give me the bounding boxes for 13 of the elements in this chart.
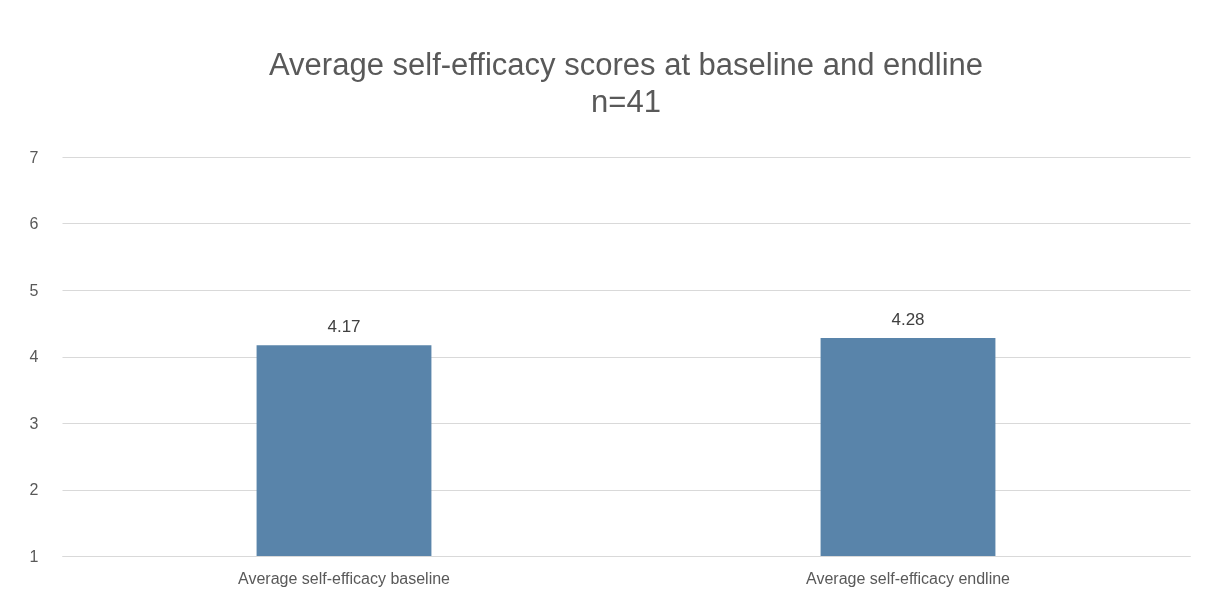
chart-title: Average self-efficacy scores at baseline and endline <box>268 47 984 82</box>
y-tick-label: 3 <box>29 414 39 432</box>
x-tick-label: Average self-efficacy baseline <box>238 569 451 587</box>
y-tick-label: 4 <box>29 348 39 365</box>
chart-subtitle: n=41 <box>591 84 661 119</box>
data-label: 4.17 <box>327 317 361 337</box>
y-tick-label: 6 <box>29 215 39 232</box>
y-tick-label: 5 <box>29 281 39 299</box>
x-tick-label: Average self-efficacy endline <box>806 569 1011 587</box>
data-label: 4.28 <box>891 309 925 329</box>
y-tick-label: 1 <box>29 547 39 565</box>
y-tick-label: 2 <box>29 481 39 498</box>
y-tick-label: 7 <box>29 148 39 166</box>
